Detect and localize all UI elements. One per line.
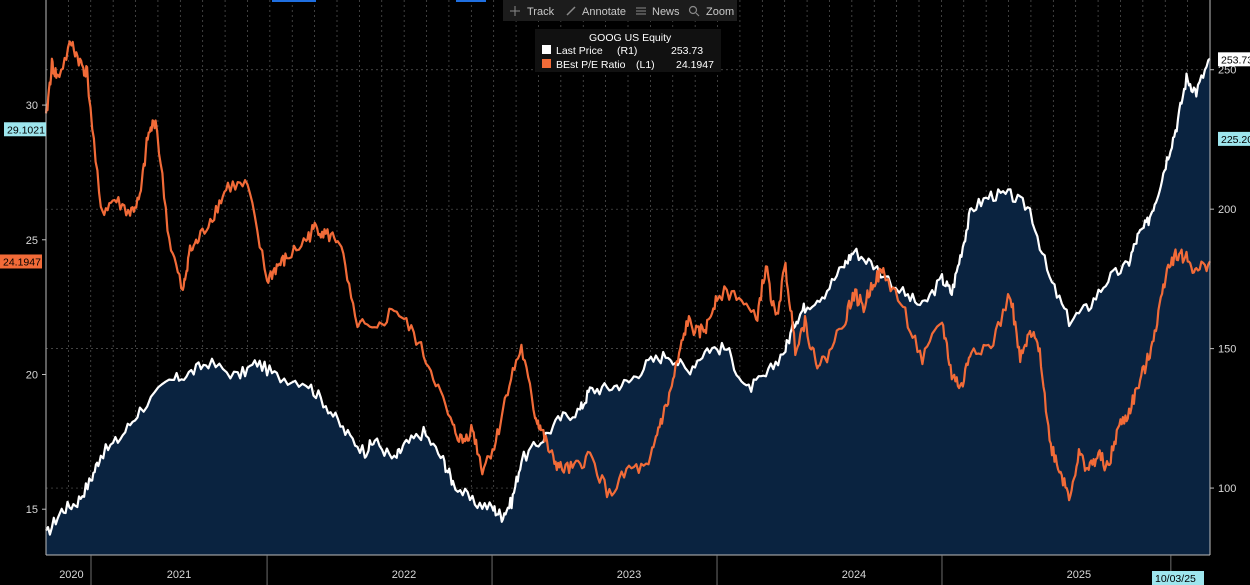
- x-date-tag-text: 10/03/25: [1155, 573, 1196, 585]
- x-tick-label: 2020: [59, 569, 83, 581]
- x-tick-label: 2025: [1067, 569, 1091, 581]
- left-tag-29: 29.1021: [4, 122, 46, 137]
- price-series-line: [45, 57, 1211, 536]
- right-tag-price-box: [1218, 52, 1250, 67]
- right-tick-label: 100: [1218, 483, 1236, 495]
- right-tag-225-box: [1218, 131, 1250, 146]
- right-tick-label: 200: [1218, 204, 1236, 216]
- toolbar-background: [503, 0, 737, 21]
- legend-pe-axis: (L1): [636, 59, 655, 71]
- legend-swatch-price: [542, 45, 551, 54]
- news-label: News: [652, 6, 680, 18]
- axes: [45, 0, 1211, 556]
- left-tick-label: 20: [26, 369, 38, 381]
- zoom-button[interactable]: Zoom: [688, 5, 735, 18]
- left-tag-pe-box: [0, 254, 42, 269]
- legend-pe-name: BEst P/E Ratio: [556, 59, 626, 71]
- legend-price-value: 253.73: [671, 45, 703, 57]
- x-date-tag: 10/03/25: [1152, 571, 1204, 585]
- news-button[interactable]: News: [636, 6, 680, 18]
- left-axis-ticks: 15 20 25 30: [26, 100, 46, 516]
- chart-toolbar: Track Annotate News Zoom: [272, 0, 737, 21]
- window-accent-right: [456, 0, 486, 2]
- track-label: Track: [527, 6, 555, 18]
- left-tick-label: 25: [26, 235, 38, 247]
- x-tick-label: 2021: [167, 569, 191, 581]
- legend-pe-value: 24.1947: [676, 59, 714, 71]
- x-tick-label: 2023: [617, 569, 641, 581]
- left-tag-pe: 24.1947: [0, 254, 42, 268]
- axis-value-tags: 29.1021 24.1947 253.73 225.203 10/03/25: [0, 52, 1250, 585]
- left-tag-pe-text: 24.1947: [3, 256, 41, 268]
- chart-legend: GOOG US Equity Last Price (R1) 253.73 BE…: [535, 29, 721, 72]
- right-axis-ticks: 100 150 200 250: [1210, 65, 1236, 495]
- x-tick-label: 2024: [842, 569, 866, 581]
- legend-price-axis: (R1): [617, 45, 637, 57]
- x-tick-label: 2022: [392, 569, 416, 581]
- zoom-label: Zoom: [706, 6, 734, 18]
- legend-swatch-pe: [542, 59, 551, 68]
- right-tag-price: 253.73: [1218, 52, 1250, 67]
- track-button[interactable]: Track: [510, 6, 555, 18]
- x-axis-year-labels: 2020 2021 2022 2023 2024 2025: [59, 555, 1172, 585]
- magnifier-icon: [688, 5, 700, 17]
- legend-background: [535, 29, 721, 72]
- left-tick-label: 15: [26, 504, 38, 516]
- window-accent-left: [272, 0, 316, 2]
- right-tick-label: 150: [1218, 344, 1236, 356]
- crosshair-icon: [510, 6, 520, 16]
- annotate-label: Annotate: [582, 6, 626, 18]
- price-area-fill: [46, 58, 1210, 555]
- legend-price-name: Last Price: [556, 45, 603, 57]
- right-tag-price-text: 253.73: [1221, 54, 1250, 66]
- left-tag-29-box: [4, 122, 46, 137]
- newspaper-icon: [636, 7, 646, 15]
- right-tag-225: 225.203: [1218, 131, 1250, 146]
- legend-title: GOOG US Equity: [589, 32, 672, 44]
- left-tick-label: 30: [26, 100, 38, 112]
- pencil-icon: [566, 6, 576, 16]
- x-date-tag-box: [1152, 571, 1204, 585]
- right-tick-label: 250: [1218, 65, 1236, 77]
- left-tag-29-text: 29.1021: [7, 124, 45, 136]
- pe-series-line: [44, 40, 1211, 502]
- right-tag-225-text: 225.203: [1221, 134, 1250, 146]
- annotate-button[interactable]: Annotate: [566, 6, 626, 18]
